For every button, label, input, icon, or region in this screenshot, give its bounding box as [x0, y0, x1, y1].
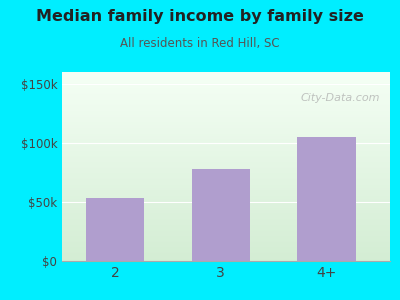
Bar — [192, 169, 250, 261]
Text: All residents in Red Hill, SC: All residents in Red Hill, SC — [120, 38, 280, 50]
Text: Median family income by family size: Median family income by family size — [36, 9, 364, 24]
Bar — [298, 137, 356, 261]
Bar — [86, 198, 144, 261]
Text: City-Data.com: City-Data.com — [301, 93, 380, 103]
